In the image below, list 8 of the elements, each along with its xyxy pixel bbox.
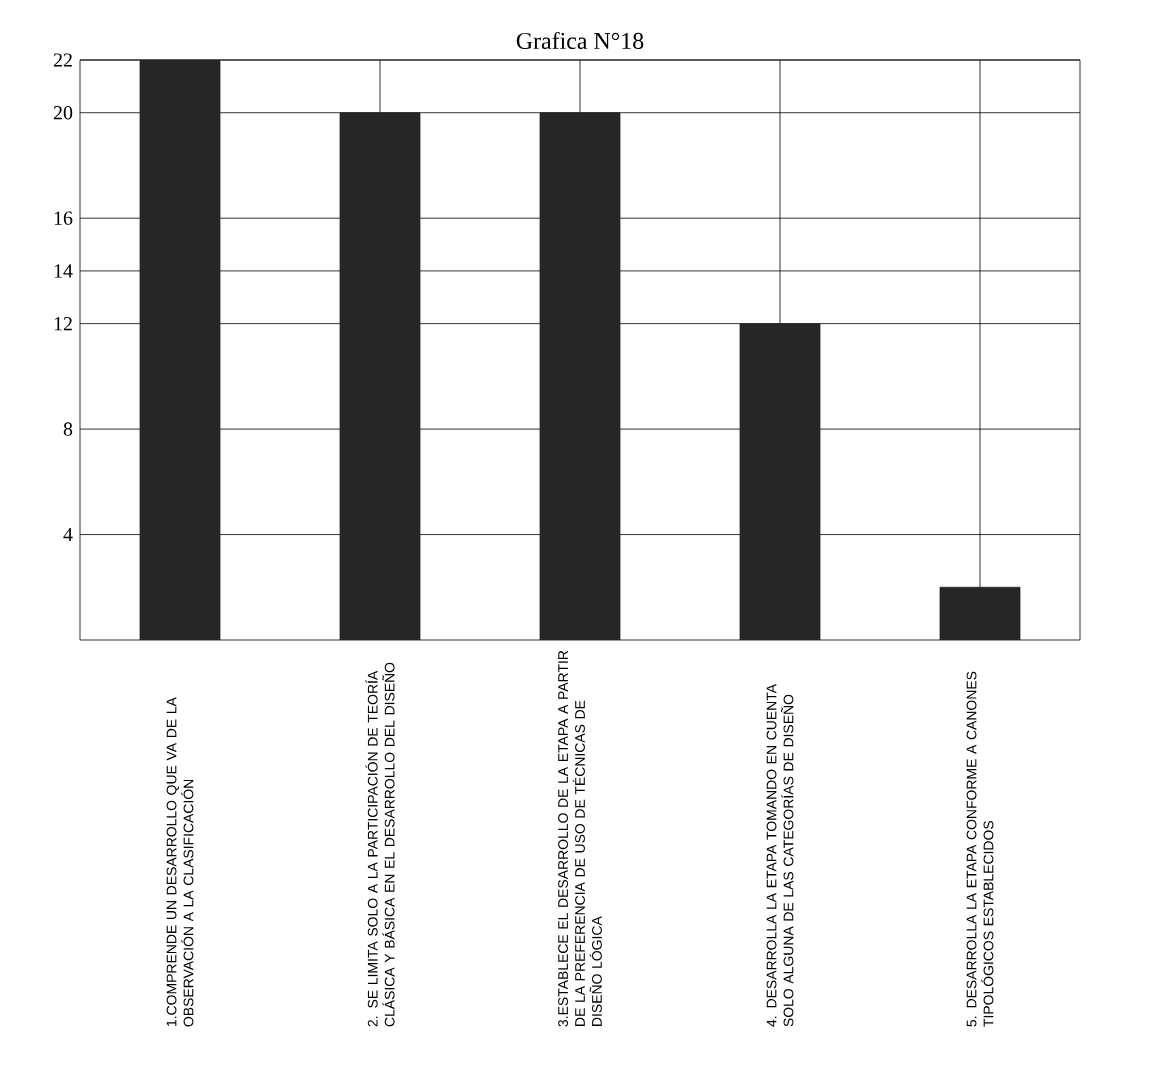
y-tick-label: 8 <box>63 422 73 436</box>
y-tick-label: 14 <box>54 264 73 278</box>
y-tick-label: 16 <box>54 211 73 225</box>
y-tick-label: 12 <box>54 317 72 331</box>
y-tick-label: 22 <box>53 53 72 67</box>
y-tick-label: 4 <box>63 527 73 542</box>
chart-title: Grafica N°18 <box>516 31 644 49</box>
y-tick-label: 20 <box>53 106 73 120</box>
